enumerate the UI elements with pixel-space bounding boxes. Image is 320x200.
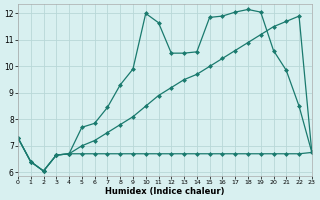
X-axis label: Humidex (Indice chaleur): Humidex (Indice chaleur): [105, 187, 225, 196]
